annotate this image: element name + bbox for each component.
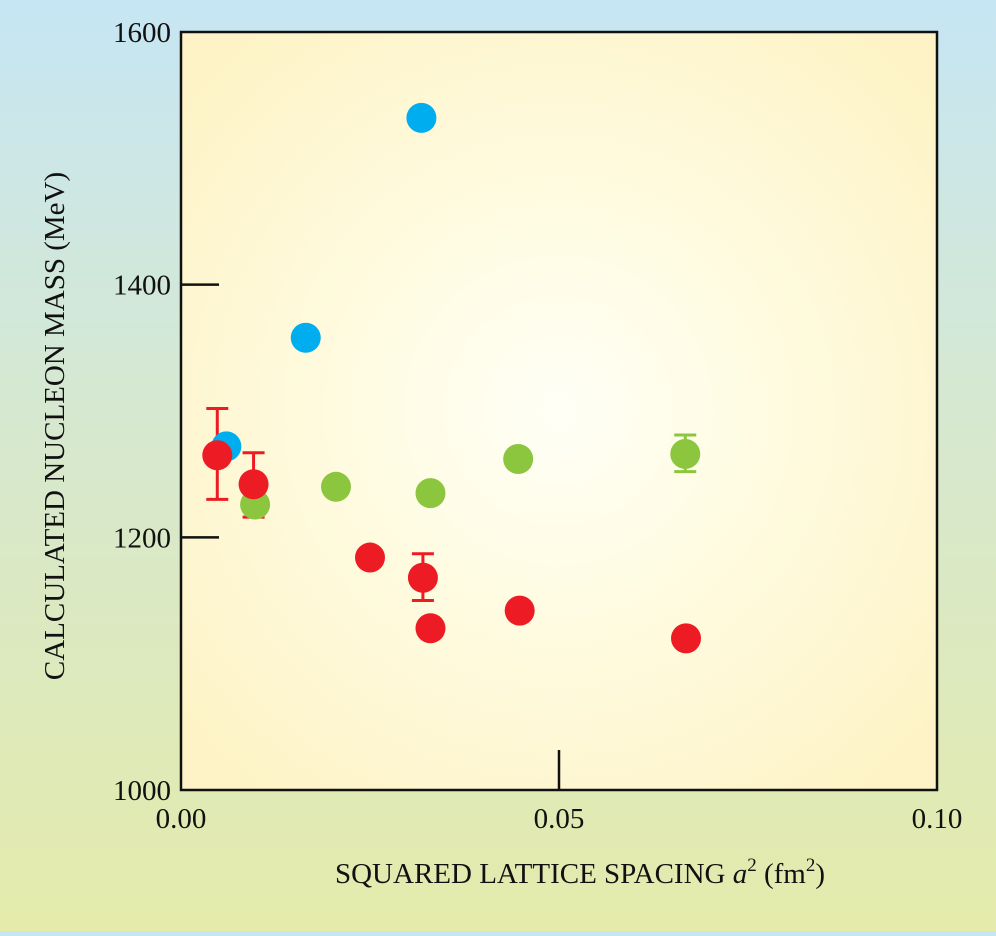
x-axis-label-unit: (fm [764,858,806,890]
x-axis-label: SQUARED LATTICE SPACING a2 (fm2) [335,855,825,890]
data-points [202,102,702,654]
x-axis-label-unit-sup: 2 [806,855,816,876]
data-point [504,595,535,626]
y-axis-label: CALCULATED NUCLEON MASS (MeV) [39,172,71,680]
x-axis-label-text: SQUARED LATTICE SPACING [335,858,726,890]
x-tick-label: 0.10 [912,803,963,835]
data-point [407,562,438,593]
data-point [320,471,351,502]
data-point [671,623,702,654]
y-tick-label: 1400 [113,270,171,302]
data-point [503,444,534,475]
x-tick-label: 0.00 [156,803,207,835]
data-point [415,478,446,509]
x-axis-label-unit-close: ) [815,858,825,890]
data-point [290,322,321,353]
plot-area [179,30,939,792]
data-point [355,542,385,573]
y-tick-label: 1600 [113,17,171,49]
data-point [238,469,269,500]
x-axis-label-var: a [733,858,748,890]
data-point [670,438,701,469]
y-tick-label: 1000 [113,775,171,807]
tick-labels: 1000 1200 1400 1600 0.00 0.05 0.10 [113,17,962,835]
data-point [415,613,446,644]
data-point [406,102,437,133]
x-axis-label-var-sup: 2 [747,855,757,876]
x-tick-label: 0.05 [534,803,585,835]
y-tick-label: 1200 [113,522,171,554]
data-point [202,440,233,471]
axis-ticks [181,283,561,790]
